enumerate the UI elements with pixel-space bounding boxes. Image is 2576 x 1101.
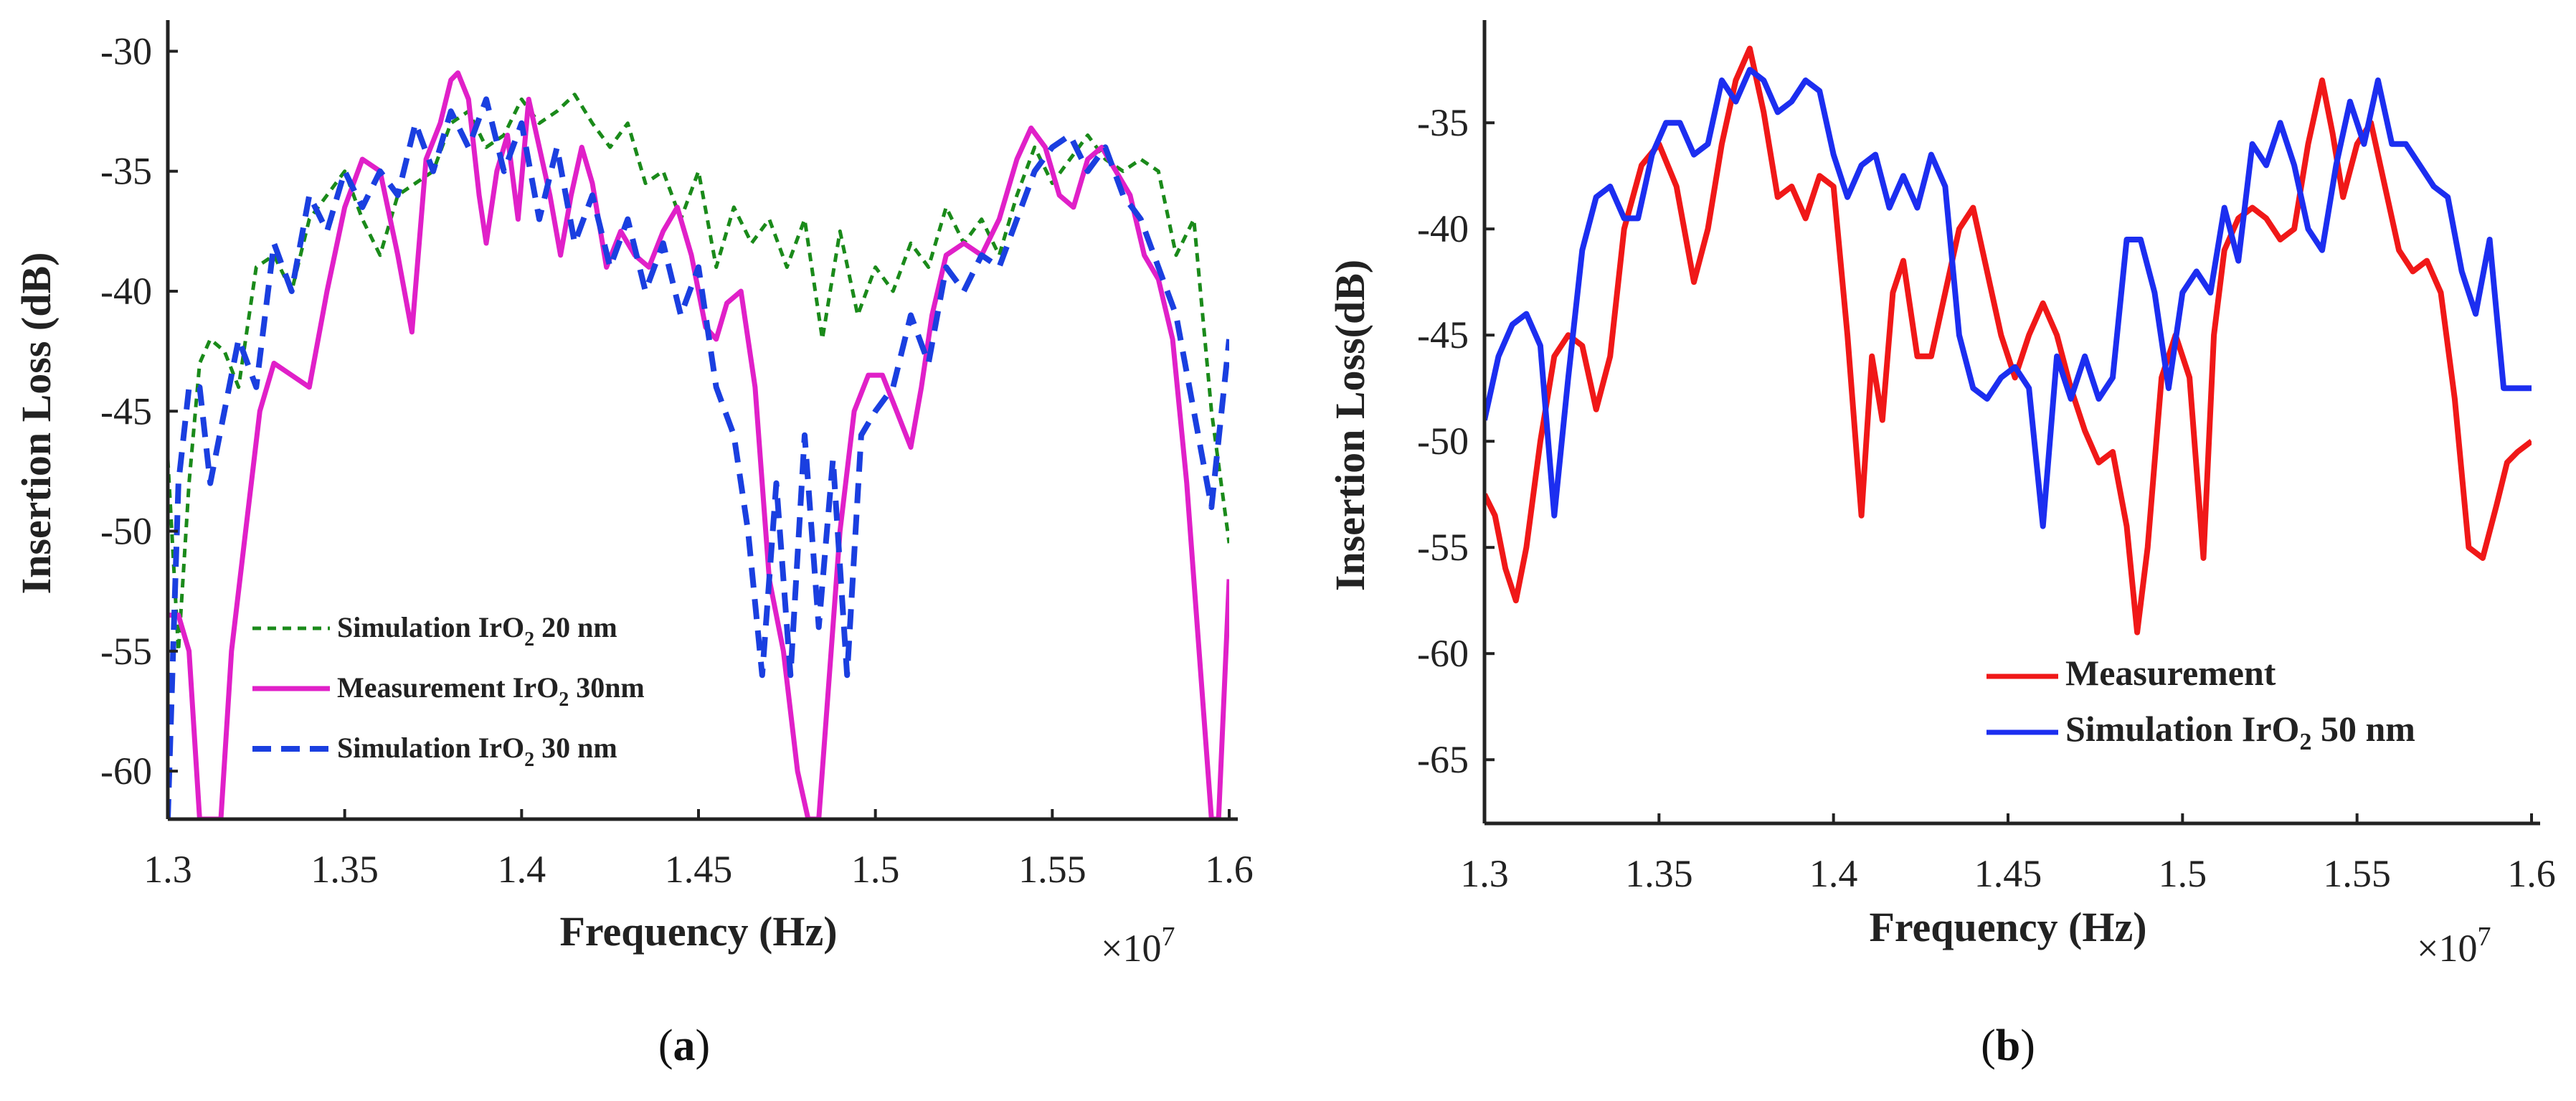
x-axis-label: Frequency (Hz) xyxy=(1869,904,2146,950)
series-line-2 xyxy=(1484,67,2532,529)
panel-a: 1.3 1.35 1.4 1.45 1.5 1.55 1.6 -30 -35 -40 -45 -50 -… xyxy=(13,20,1254,1070)
panel-b: 1.3 1.35 1.4 1.45 1.5 1.55 1.6 -35 -40 -45 -50 -55 -… xyxy=(1327,20,2556,1070)
panel-label: (a) xyxy=(658,1021,710,1070)
y-tick-label: -45 xyxy=(100,389,152,433)
y-tick-label: -55 xyxy=(1417,526,1469,569)
x-tick-label: 1.35 xyxy=(311,848,379,891)
x-tick-label: 1.4 xyxy=(498,848,546,891)
y-tick-label: -30 xyxy=(100,29,152,72)
x-tick-label: 1.45 xyxy=(1974,852,2042,895)
x-tick-label: 1.5 xyxy=(851,848,900,891)
y-tick-label: -60 xyxy=(1417,632,1469,675)
x-multiplier: ×107 xyxy=(1101,922,1175,970)
y-tick-label: -50 xyxy=(100,510,152,553)
x-axis-label: Frequency (Hz) xyxy=(559,908,837,955)
legend-label-1: Measurement xyxy=(2065,653,2276,693)
x-tick-label: 1.45 xyxy=(665,848,733,891)
x-tick-label: 1.35 xyxy=(1625,852,1693,895)
y-tick-label: -60 xyxy=(100,750,152,793)
y-tick-label: -65 xyxy=(1417,738,1469,781)
series-line-1 xyxy=(168,93,1229,653)
x-tick-label: 1.55 xyxy=(2323,852,2391,895)
y-tick-label: -40 xyxy=(1417,207,1469,250)
y-tick-label: -35 xyxy=(1417,101,1469,144)
legend-label-2: Simulation IrO2 50 nm xyxy=(2065,709,2415,755)
y-tick-label: -45 xyxy=(1417,313,1469,356)
y-tick-label: -40 xyxy=(100,270,152,313)
x-tick-label: 1.55 xyxy=(1018,848,1086,891)
x-multiplier: ×107 xyxy=(2417,922,2491,970)
y-tick-label: -55 xyxy=(100,630,152,673)
series-line-1 xyxy=(1484,45,2532,635)
y-tick-label: -50 xyxy=(1417,420,1469,463)
x-tick-label: 1.5 xyxy=(2159,852,2207,895)
legend-label-2: Measurement IrO2 30nm xyxy=(337,671,645,711)
legend-label-3: Simulation IrO2 30 nm xyxy=(337,732,617,771)
y-tick-label: -35 xyxy=(100,150,152,193)
y-axis-label: Insertion Loss(dB) xyxy=(1327,260,1373,591)
x-tick-label: 1.6 xyxy=(1205,848,1254,891)
x-tick-label: 1.3 xyxy=(1460,852,1509,895)
x-tick-label: 1.3 xyxy=(143,848,192,891)
series-line-2 xyxy=(168,70,1229,819)
series-line-3 xyxy=(168,96,1229,819)
y-axis-label: Insertion Loss (dB) xyxy=(13,252,60,595)
legend-label-1: Simulation IrO2 20 nm xyxy=(337,611,617,651)
panel-label: (b) xyxy=(1981,1021,2035,1070)
x-tick-label: 1.4 xyxy=(1809,852,1858,895)
x-tick-label: 1.6 xyxy=(2507,852,2556,895)
